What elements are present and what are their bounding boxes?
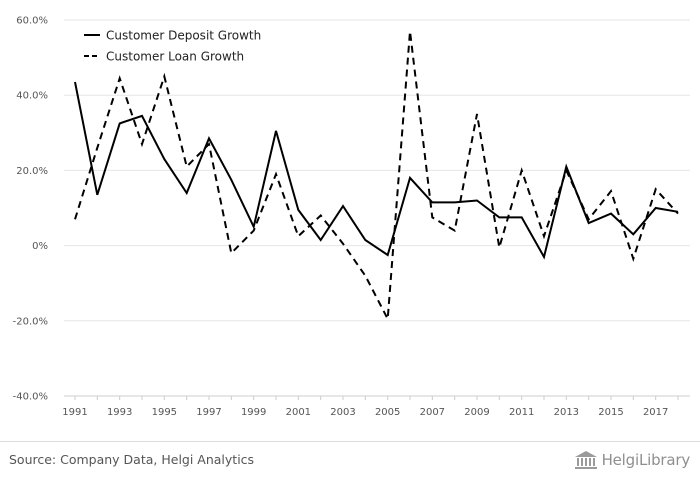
library-building-icon [574, 451, 597, 469]
x-tick-label: 2017 [643, 407, 668, 418]
x-tick-label: 1997 [196, 407, 221, 418]
series-lines [74, 31, 679, 323]
x-tick-label: 2015 [598, 407, 623, 418]
deposit-growth-line [74, 81, 679, 260]
y-tick-label: 0% [32, 241, 48, 252]
y-tick-label: 20.0% [16, 166, 48, 177]
grid-lines [64, 19, 690, 397]
legend-label: Customer Loan Growth [106, 50, 244, 64]
x-tick-label: 1995 [152, 407, 177, 418]
x-tick-label: 1993 [107, 407, 132, 418]
loan-growth-line [74, 31, 679, 323]
x-tick-label: 1999 [241, 407, 266, 418]
x-tick-label: 2005 [375, 407, 400, 418]
y-tick-label: 60.0% [16, 16, 48, 27]
legend: Customer Deposit Growth Customer Loan Gro… [84, 29, 261, 64]
brand-logo: HelgiLibrary [574, 448, 690, 472]
x-tick-label: 2007 [420, 407, 445, 418]
x-axis: 1991 1993 1995 1997 1999 2001 2003 2005 2007 2009… [62, 395, 690, 418]
brand-text: HelgiLibrary [601, 451, 691, 469]
source-note: Source: Company Data, Helgi Analytics [9, 452, 255, 467]
x-tick-label: 1991 [62, 407, 87, 418]
y-axis-tick-labels: 60.0% 40.0% 20.0% 0% -20.0% -40.0% [13, 16, 48, 403]
x-tick-label: 2001 [286, 407, 311, 418]
legend-label: Customer Deposit Growth [106, 29, 261, 43]
x-tick-label: 2011 [509, 407, 534, 418]
x-tick-label: 2003 [330, 407, 355, 418]
y-tick-label: -40.0% [13, 392, 48, 403]
x-tick-label: 2009 [464, 407, 489, 418]
line-chart: 60.0%40.0%20.0%0%-20.0%-40.0% 1991 1993 19… [13, 16, 690, 418]
y-tick-label: 40.0% [16, 91, 48, 102]
footer: Source: Company Data, Helgi Analytics He… [0, 441, 700, 484]
x-tick-label: 2013 [554, 407, 579, 418]
y-tick-label: -20.0% [13, 316, 48, 327]
